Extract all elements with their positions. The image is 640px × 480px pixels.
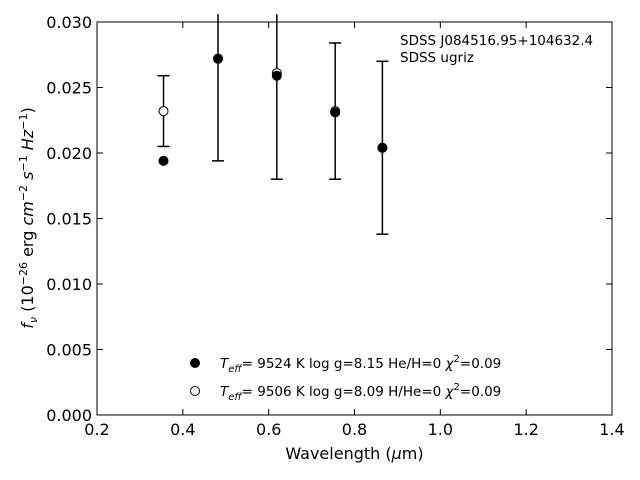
legend-entry-1: Teff= 9524 K log g=8.15 He/H=0 χ2=0.09 [220, 354, 501, 375]
y-tick-label: 0.020 [46, 144, 92, 163]
x-tick-label: 0.8 [342, 420, 367, 439]
model-point-filled [158, 155, 169, 166]
legend-1-teff: 9524 K [257, 356, 306, 372]
model-point-filled [377, 142, 388, 153]
legend-1-comp: He/H=0 [388, 356, 441, 372]
annotation-object-name: SDSS J084516.95+104632.4 [400, 33, 593, 49]
legend-entry-2: Teff= 9506 K log g=8.09 H/He=0 χ2=0.09 [220, 382, 501, 403]
model-point-open [158, 106, 169, 117]
legend: Teff= 9524 K log g=8.15 He/H=0 χ2=0.09 T… [190, 354, 501, 403]
legend-marker-filled [190, 358, 200, 368]
y-tick-label: 0.005 [46, 341, 92, 360]
x-tick-label: 0.2 [84, 420, 109, 439]
x-tick-label: 1.4 [599, 420, 624, 439]
legend-2-comp: H/He=0 [388, 384, 441, 400]
legend-1-logg: log g=8.15 [309, 356, 384, 372]
model-point-filled [213, 53, 224, 64]
x-axis-title: Wavelength (μm) [285, 444, 423, 463]
legend-2-teff: 9506 K [257, 384, 306, 400]
x-tick-label: 0.4 [170, 420, 195, 439]
legend-2-chi2: =0.09 [460, 384, 501, 400]
legend-marker-open [190, 386, 200, 396]
x-tick-label: 0.6 [256, 420, 281, 439]
annotation-survey: SDSS ugriz [400, 50, 474, 66]
plot-frame [96, 21, 613, 416]
y-tick-label: 0.025 [46, 79, 92, 98]
x-tick-label: 1.2 [513, 420, 538, 439]
model-point-filled [271, 70, 282, 81]
x-tick-label: 1.0 [428, 420, 453, 439]
y-tick-label: 0.000 [46, 406, 92, 425]
legend-2-logg: log g=8.09 [309, 384, 384, 400]
y-tick-label: 0.030 [46, 13, 92, 32]
y-tick-label: 0.015 [46, 210, 92, 229]
model-point-filled [330, 107, 341, 118]
y-axis-title: fν (10−26 erg cm−2 s−1 Hz−1) [17, 107, 40, 328]
y-tick-label: 0.010 [46, 275, 92, 294]
legend-1-chi2: =0.09 [460, 356, 501, 372]
